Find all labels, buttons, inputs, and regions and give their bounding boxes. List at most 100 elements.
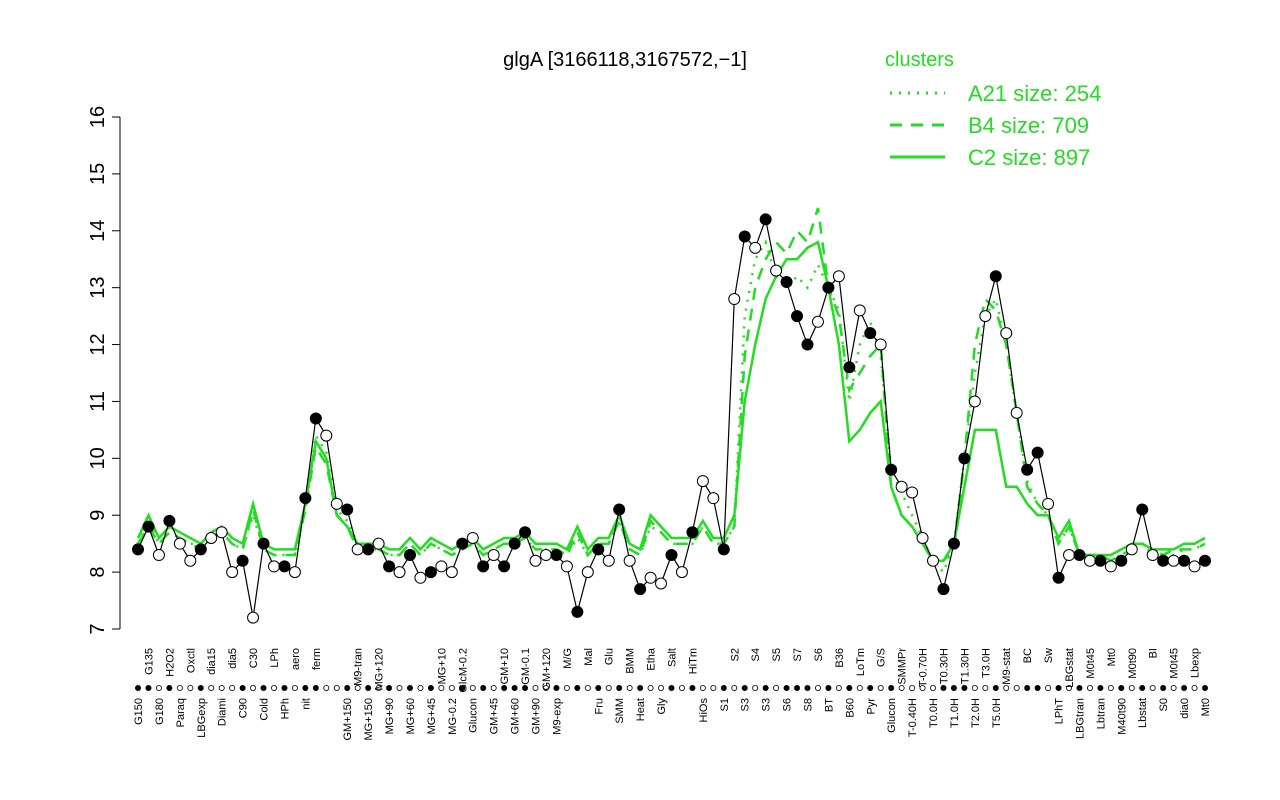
data-point <box>738 230 751 243</box>
data-point <box>571 605 584 618</box>
cluster-line <box>136 240 1206 562</box>
category-dot <box>511 685 518 692</box>
data-point <box>435 560 448 573</box>
category-dot <box>323 685 330 692</box>
data-point <box>675 566 688 579</box>
x-tick-label: GM+120 <box>541 648 553 691</box>
x-tick-label: GM+10 <box>499 648 511 684</box>
x-tick-label: M0t90 <box>1127 648 1139 679</box>
data-point <box>1031 446 1044 459</box>
category-dot <box>396 685 403 692</box>
data-point <box>947 537 960 550</box>
category-dot <box>1034 685 1041 692</box>
category-dot <box>1202 685 1209 692</box>
x-tick-label: S5 <box>771 648 783 661</box>
x-tick-label: M9-stat <box>1001 648 1013 685</box>
category-dot <box>187 685 194 692</box>
data-point <box>173 537 186 550</box>
data-point <box>205 531 218 544</box>
data-point <box>403 549 416 562</box>
data-point <box>1146 549 1159 562</box>
y-tick-label: 11 <box>87 391 109 412</box>
category-dot <box>1024 685 1031 692</box>
category-dot <box>971 685 978 692</box>
category-dot <box>699 685 706 692</box>
x-tick-label: Lbexp <box>1190 648 1202 678</box>
category-dot <box>438 685 445 692</box>
data-point <box>330 497 343 510</box>
data-point <box>194 543 207 556</box>
category-dot <box>658 685 665 692</box>
x-tick-label: dia0 <box>1179 698 1191 719</box>
x-tick-label: Oxctl <box>185 648 197 673</box>
data-point <box>414 571 427 584</box>
data-point <box>1188 560 1201 573</box>
x-tick-label: SMMPr <box>897 648 909 685</box>
x-tick-label: S2 <box>729 648 741 661</box>
data-point <box>215 526 228 539</box>
data-point <box>958 452 971 465</box>
x-tick-label: GM+60 <box>510 698 522 734</box>
x-tick-label: T1.0H <box>949 698 961 728</box>
category-dot <box>386 685 393 692</box>
data-point <box>1136 503 1149 516</box>
category-dot <box>166 685 173 692</box>
x-tick-label: T5.0H <box>991 698 1003 728</box>
x-tick-label: C90 <box>238 698 250 718</box>
data-point <box>749 241 762 254</box>
x-tick-label: dia15 <box>206 648 218 675</box>
x-tick-label: T-0.70H <box>918 648 930 687</box>
x-tick-label: M/G <box>562 648 574 669</box>
category-dot <box>1139 685 1146 692</box>
category-dot <box>637 685 644 692</box>
legend-label: C2 size: 897 <box>968 145 1090 170</box>
y-tick-label: 9 <box>87 510 109 521</box>
x-tick-label: T0.30H <box>938 648 950 684</box>
category-dot <box>1097 685 1104 692</box>
x-tick-label: S0 <box>1158 698 1170 711</box>
data-point <box>1157 554 1170 567</box>
category-dot <box>898 685 905 692</box>
category-dot <box>155 685 162 692</box>
data-point <box>780 275 793 288</box>
category-dot <box>919 685 926 692</box>
category-dot <box>333 685 340 692</box>
category-dot <box>1149 685 1156 692</box>
category-dot <box>563 685 570 692</box>
x-tick-label: Sw <box>1043 648 1055 663</box>
data-point <box>581 566 594 579</box>
category-dot <box>1066 685 1073 692</box>
x-tick-label: S1 <box>719 698 731 711</box>
data-point <box>1178 554 1191 567</box>
x-tick-label: B60 <box>844 698 856 718</box>
x-tick-label: M9-exp <box>551 698 563 735</box>
data-point <box>1073 549 1086 562</box>
x-tick-label: S8 <box>802 698 814 711</box>
x-tick-label: LPhT <box>1054 698 1066 725</box>
x-tick-label: Salt <box>667 648 679 667</box>
x-tick-label: Mt0 <box>1200 698 1212 716</box>
category-dot <box>522 685 529 692</box>
category-dot <box>867 685 874 692</box>
category-dot <box>940 685 947 692</box>
x-tick-label: GlcM-0.2 <box>457 648 469 693</box>
x-tick-label: LBGstat <box>1064 648 1076 688</box>
x-tick-label: GM+45 <box>489 698 501 734</box>
data-point <box>247 611 260 624</box>
category-dot <box>1128 685 1135 692</box>
x-tick-label: MG+45 <box>426 698 438 734</box>
x-tick-label: Cold <box>259 698 271 721</box>
category-dot <box>542 685 549 692</box>
y-tick-label: 16 <box>87 106 109 128</box>
data-point <box>288 566 301 579</box>
category-dot <box>532 685 539 692</box>
category-dot <box>762 685 769 692</box>
category-dot <box>1086 685 1093 692</box>
data-point <box>864 327 877 340</box>
x-tick-label: S3 <box>761 698 773 711</box>
x-tick-label: G135 <box>143 648 155 675</box>
data-point <box>895 480 908 493</box>
category-dot <box>668 685 675 692</box>
